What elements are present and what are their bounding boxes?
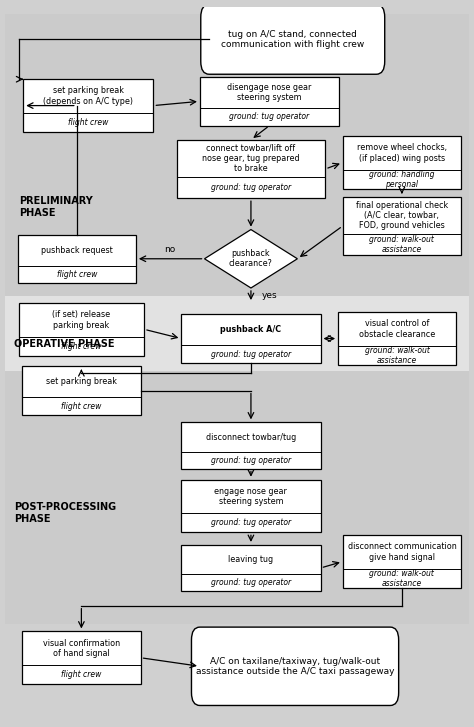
Text: leaving tug: leaving tug [228,555,273,564]
Text: PRELIMINARY
PHASE: PRELIMINARY PHASE [18,196,92,217]
Text: disconnect communication
give hand signal: disconnect communication give hand signa… [347,542,456,562]
Text: ground: walk-out
assistance: ground: walk-out assistance [369,235,434,254]
Bar [338,312,456,365]
Bar [5,296,469,371]
Text: OPERATIVE PHASE: OPERATIVE PHASE [14,339,115,348]
Polygon shape [204,230,297,288]
Text: flight crew: flight crew [61,670,101,679]
Text: pushback
clearance?: pushback clearance? [229,249,273,268]
Text: ground: tug operator: ground: tug operator [229,112,310,121]
Text: remove wheel chocks,
(if placed) wing posts: remove wheel chocks, (if placed) wing po… [357,143,447,163]
Text: no: no [164,245,176,254]
Bar [343,136,461,189]
Bar [22,631,141,684]
Text: POST-PROCESSING
PHASE: POST-PROCESSING PHASE [14,502,116,524]
Bar [343,197,461,255]
Text: ground: walk-out
assistance: ground: walk-out assistance [369,569,434,588]
Text: flight crew: flight crew [68,118,109,127]
Text: ground: tug operator: ground: tug operator [211,456,291,465]
Bar [181,480,320,532]
Text: final operational check
(A/C clear, towbar,
FOD, ground vehicles: final operational check (A/C clear, towb… [356,201,448,230]
Bar [200,77,339,126]
Text: (if set) release
parking break: (if set) release parking break [52,310,110,329]
Text: set parking break: set parking break [46,377,117,386]
Text: engage nose gear
steering system: engage nose gear steering system [215,487,287,506]
Bar [18,235,136,283]
Text: flight crew: flight crew [56,270,97,278]
Bar [181,314,320,363]
Text: visual control of
obstacle clearance: visual control of obstacle clearance [359,319,436,339]
Bar [22,366,141,415]
Bar [343,535,461,588]
Text: ground: tug operator: ground: tug operator [211,183,291,192]
Text: yes: yes [262,291,277,300]
Text: disengage nose gear
steering system: disengage nose gear steering system [228,83,312,103]
Text: ground: walk-out
assistance: ground: walk-out assistance [365,346,430,365]
Bar [18,303,144,356]
Bar [181,422,320,469]
Text: ground: tug operator: ground: tug operator [211,350,291,358]
Text: A/C on taxilane/taxiway, tug/walk-out
assistance outside the A/C taxi passageway: A/C on taxilane/taxiway, tug/walk-out as… [196,656,394,676]
Text: ground: handling
personal: ground: handling personal [369,170,435,189]
Text: connect towbar/lift off
nose gear, tug prepared
to brake: connect towbar/lift off nose gear, tug p… [202,144,300,173]
Text: flight crew: flight crew [61,401,101,411]
Text: flight crew: flight crew [61,342,101,350]
Text: pushback request: pushback request [41,246,113,254]
Text: pushback A/C: pushback A/C [220,326,282,334]
Bar [23,79,154,132]
Bar [181,545,320,591]
Text: disconnect towbar/tug: disconnect towbar/tug [206,433,296,441]
Text: set parking break
(depends on A/C type): set parking break (depends on A/C type) [43,87,133,106]
Bar [5,371,469,624]
Text: visual confirmation
of hand signal: visual confirmation of hand signal [43,638,120,658]
Text: ground: tug operator: ground: tug operator [211,578,291,587]
Bar [177,140,325,198]
FancyBboxPatch shape [201,4,385,74]
Bar [5,15,469,296]
FancyBboxPatch shape [191,627,399,705]
Text: tug on A/C stand, connected
communication with flight crew: tug on A/C stand, connected communicatio… [221,30,365,49]
Text: ground: tug operator: ground: tug operator [211,518,291,527]
